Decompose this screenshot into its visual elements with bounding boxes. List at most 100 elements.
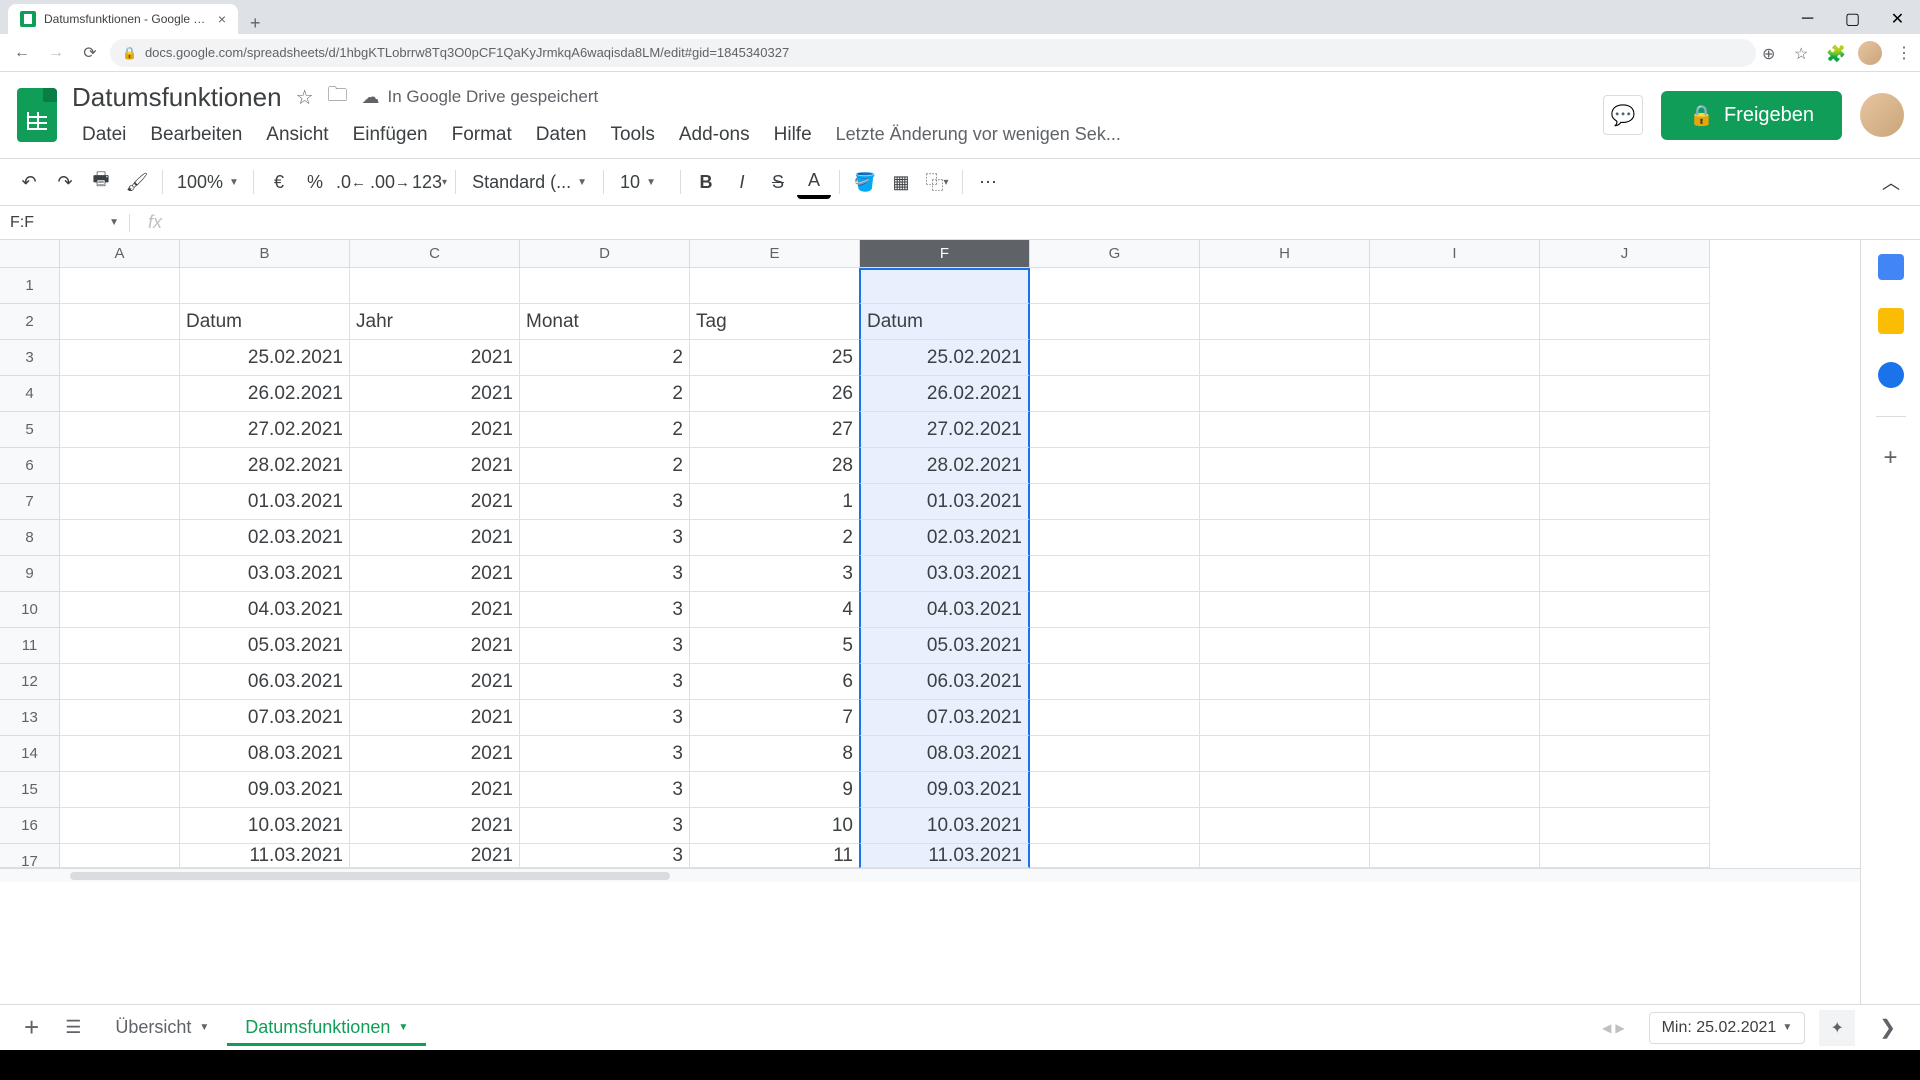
cell[interactable]: 2 — [520, 340, 690, 376]
cell[interactable] — [1200, 736, 1370, 772]
cell[interactable] — [60, 412, 180, 448]
cell[interactable]: 01.03.2021 — [180, 484, 350, 520]
minimize-button[interactable]: ─ — [1785, 4, 1830, 34]
browser-tab[interactable]: Datumsfunktionen - Google Tab × — [8, 4, 238, 34]
column-header[interactable]: E — [690, 240, 860, 268]
cell[interactable] — [1030, 340, 1200, 376]
cell[interactable] — [1540, 520, 1710, 556]
zoom-icon[interactable]: ⊕ — [1762, 44, 1780, 62]
cell[interactable] — [1200, 304, 1370, 340]
cell[interactable] — [1030, 664, 1200, 700]
reload-button[interactable]: ⟳ — [76, 39, 104, 67]
profile-avatar-small[interactable] — [1858, 41, 1882, 65]
cell[interactable]: 2021 — [350, 844, 520, 868]
menu-tools[interactable]: Tools — [600, 120, 664, 150]
cell[interactable] — [1540, 772, 1710, 808]
fill-color-button[interactable]: 🪣 — [848, 165, 882, 199]
cell[interactable]: 2021 — [350, 412, 520, 448]
row-header[interactable]: 16 — [0, 808, 60, 844]
column-header[interactable]: B — [180, 240, 350, 268]
name-box[interactable]: F:F ▼ — [0, 214, 130, 232]
cell[interactable] — [1030, 484, 1200, 520]
comments-button[interactable]: 💬 — [1603, 95, 1643, 135]
cell[interactable] — [60, 340, 180, 376]
cell[interactable]: 10 — [690, 808, 860, 844]
cell[interactable] — [1200, 484, 1370, 520]
cell[interactable]: 04.03.2021 — [180, 592, 350, 628]
more-button[interactable]: ⋯ — [971, 165, 1005, 199]
cell[interactable] — [1540, 700, 1710, 736]
cell[interactable]: 27 — [690, 412, 860, 448]
cell[interactable] — [60, 268, 180, 304]
tab-nav-left-icon[interactable]: ◀ — [1602, 1021, 1611, 1035]
cell[interactable] — [1200, 844, 1370, 868]
cell[interactable]: 3 — [520, 664, 690, 700]
add-sheet-button[interactable]: + — [14, 1012, 49, 1043]
cell[interactable]: 05.03.2021 — [180, 628, 350, 664]
cell[interactable]: Jahr — [350, 304, 520, 340]
sheet-tab[interactable]: Datumsfunktionen▼ — [227, 1009, 426, 1046]
cell[interactable] — [1200, 664, 1370, 700]
cell[interactable]: 02.03.2021 — [180, 520, 350, 556]
cell[interactable] — [60, 736, 180, 772]
cell[interactable] — [1370, 268, 1540, 304]
new-tab-button[interactable]: + — [238, 13, 273, 34]
cell[interactable] — [1370, 628, 1540, 664]
text-color-button[interactable]: A — [797, 165, 831, 199]
select-all-corner[interactable] — [0, 240, 60, 268]
row-header[interactable]: 13 — [0, 700, 60, 736]
user-avatar[interactable] — [1860, 93, 1904, 137]
cell[interactable]: 08.03.2021 — [180, 736, 350, 772]
cell[interactable] — [1200, 268, 1370, 304]
cell[interactable]: 3 — [520, 628, 690, 664]
menu-hilfe[interactable]: Hilfe — [764, 120, 822, 150]
cell[interactable]: 26 — [690, 376, 860, 412]
cell[interactable] — [1200, 376, 1370, 412]
cell[interactable]: 2021 — [350, 448, 520, 484]
cell[interactable] — [60, 484, 180, 520]
back-button[interactable]: ← — [8, 39, 36, 67]
menu-format[interactable]: Format — [442, 120, 522, 150]
cell[interactable] — [1030, 412, 1200, 448]
row-header[interactable]: 2 — [0, 304, 60, 340]
cell[interactable]: 2021 — [350, 628, 520, 664]
row-header[interactable]: 8 — [0, 520, 60, 556]
address-bar[interactable]: 🔒 docs.google.com/spreadsheets/d/1hbgKTL… — [110, 39, 1756, 67]
document-title[interactable]: Datumsfunktionen — [72, 82, 282, 113]
cell[interactable]: 25.02.2021 — [180, 340, 350, 376]
row-header[interactable]: 4 — [0, 376, 60, 412]
cell[interactable]: 3 — [520, 700, 690, 736]
cell[interactable]: 3 — [520, 736, 690, 772]
cell[interactable]: 28 — [690, 448, 860, 484]
cell[interactable]: 2021 — [350, 700, 520, 736]
cell[interactable] — [1540, 484, 1710, 520]
cell[interactable]: 11 — [690, 844, 860, 868]
extensions-icon[interactable]: 🧩 — [1826, 44, 1844, 62]
cell[interactable] — [1030, 700, 1200, 736]
maximize-button[interactable]: ▢ — [1830, 4, 1875, 34]
explore-button[interactable]: ✦ — [1819, 1010, 1855, 1046]
cell[interactable]: 4 — [690, 592, 860, 628]
cell[interactable]: 3 — [520, 592, 690, 628]
cell[interactable]: 2021 — [350, 592, 520, 628]
last-edit-text[interactable]: Letzte Änderung vor wenigen Sek... — [826, 120, 1131, 150]
cell[interactable]: 07.03.2021 — [180, 700, 350, 736]
cell[interactable] — [60, 448, 180, 484]
cell[interactable] — [60, 628, 180, 664]
cell[interactable] — [1200, 808, 1370, 844]
browser-menu-icon[interactable]: ⋮ — [1896, 43, 1912, 63]
tab-nav-right-icon[interactable]: ▶ — [1615, 1021, 1624, 1035]
spreadsheet-grid[interactable]: ABCDEFGHIJ12DatumJahrMonatTagDatum325.02… — [0, 240, 1860, 868]
cell[interactable]: 5 — [690, 628, 860, 664]
cell[interactable] — [1540, 808, 1710, 844]
menu-datei[interactable]: Datei — [72, 120, 136, 150]
cell[interactable]: 27.02.2021 — [180, 412, 350, 448]
increase-decimal-button[interactable]: .00→ — [370, 165, 410, 199]
cell[interactable] — [1030, 520, 1200, 556]
print-button[interactable]: 🖶 — [84, 165, 118, 199]
cell[interactable] — [1030, 268, 1200, 304]
horizontal-scrollbar[interactable] — [0, 868, 1860, 882]
cell[interactable] — [1540, 592, 1710, 628]
cell[interactable] — [1200, 556, 1370, 592]
cell[interactable]: 10.03.2021 — [859, 808, 1030, 844]
